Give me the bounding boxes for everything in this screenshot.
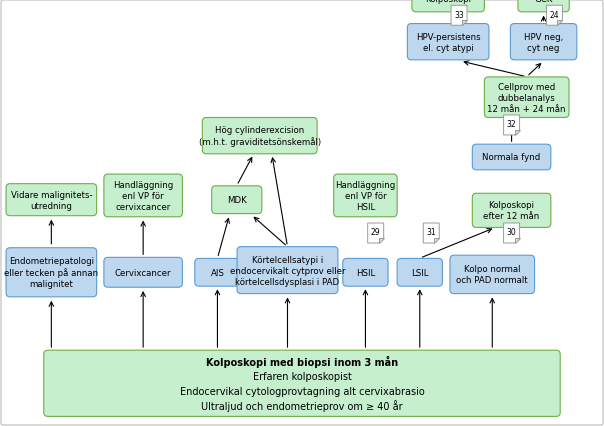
- Polygon shape: [515, 239, 519, 243]
- FancyBboxPatch shape: [510, 24, 577, 60]
- Text: 29: 29: [371, 228, 381, 237]
- Polygon shape: [504, 224, 519, 243]
- Polygon shape: [504, 116, 519, 135]
- Text: Ultraljud och endometrieprov om ≥ 40 år: Ultraljud och endometrieprov om ≥ 40 år: [201, 399, 403, 411]
- FancyBboxPatch shape: [450, 256, 535, 294]
- Text: LSIL: LSIL: [411, 268, 428, 277]
- FancyBboxPatch shape: [6, 248, 97, 297]
- Text: GCK: GCK: [535, 0, 553, 5]
- FancyBboxPatch shape: [237, 247, 338, 294]
- Text: Cervixcancer: Cervixcancer: [115, 268, 172, 277]
- FancyBboxPatch shape: [6, 184, 97, 216]
- Polygon shape: [515, 131, 519, 135]
- Text: 24: 24: [550, 11, 559, 20]
- FancyBboxPatch shape: [104, 258, 182, 288]
- Polygon shape: [434, 239, 439, 243]
- FancyBboxPatch shape: [202, 118, 317, 155]
- FancyBboxPatch shape: [412, 0, 484, 13]
- Text: Endocervikal cytologprovtagning alt cervixabrasio: Endocervikal cytologprovtagning alt cerv…: [179, 386, 425, 396]
- FancyBboxPatch shape: [472, 194, 551, 228]
- Text: 31: 31: [426, 228, 436, 237]
- FancyBboxPatch shape: [518, 0, 570, 13]
- FancyBboxPatch shape: [397, 259, 443, 286]
- FancyBboxPatch shape: [104, 175, 182, 217]
- Text: Hög cylinderexcision
(m.h.t. graviditetsönskemål): Hög cylinderexcision (m.h.t. graviditets…: [199, 126, 321, 147]
- FancyBboxPatch shape: [44, 350, 561, 417]
- Text: 32: 32: [507, 120, 516, 129]
- Text: Handläggning
enl VP för
cervixcancer: Handläggning enl VP för cervixcancer: [113, 180, 173, 212]
- Text: Endometriepatologi
eller tecken på annan
malignitet: Endometriepatologi eller tecken på annan…: [4, 256, 98, 289]
- Text: AIS: AIS: [211, 268, 224, 277]
- FancyBboxPatch shape: [334, 175, 397, 217]
- Polygon shape: [451, 6, 467, 26]
- Text: Kolposkopi
efter 12 mån: Kolposkopi efter 12 mån: [483, 201, 540, 221]
- Text: Vidare malignitets-
utredning: Vidare malignitets- utredning: [10, 190, 92, 210]
- Polygon shape: [557, 21, 562, 26]
- Text: 33: 33: [454, 11, 464, 20]
- Text: Normala fynd: Normala fynd: [483, 153, 541, 162]
- Polygon shape: [462, 21, 467, 26]
- Text: HPV-persistens
el. cyt atypi: HPV-persistens el. cyt atypi: [416, 32, 480, 53]
- Text: Cellprov med
dubbelanalys
12 mån + 24 mån: Cellprov med dubbelanalys 12 mån + 24 må…: [487, 82, 566, 114]
- FancyBboxPatch shape: [408, 24, 489, 60]
- FancyBboxPatch shape: [484, 78, 569, 118]
- Polygon shape: [423, 224, 439, 243]
- Text: Kolpo normal
och PAD normalt: Kolpo normal och PAD normalt: [457, 265, 528, 285]
- FancyBboxPatch shape: [343, 259, 388, 286]
- Text: Kolposkopi: Kolposkopi: [425, 0, 471, 5]
- FancyBboxPatch shape: [212, 187, 262, 214]
- Polygon shape: [379, 239, 384, 243]
- Text: HPV neg,
cyt neg: HPV neg, cyt neg: [524, 32, 563, 53]
- Text: 30: 30: [507, 228, 516, 237]
- Text: MDK: MDK: [227, 196, 246, 205]
- Polygon shape: [368, 224, 384, 243]
- Text: Handläggning
enl VP för
HSIL: Handläggning enl VP för HSIL: [335, 180, 396, 212]
- Text: Erfaren kolposkopist: Erfaren kolposkopist: [252, 371, 352, 381]
- FancyBboxPatch shape: [472, 145, 551, 170]
- Text: Kolposkopi med biopsi inom 3 mån: Kolposkopi med biopsi inom 3 mån: [206, 356, 398, 368]
- Text: Körtelcellsatypi i
endocervikalt cytprov eller
körtelcellsdysplasi i PAD: Körtelcellsatypi i endocervikalt cytprov…: [230, 255, 345, 286]
- Polygon shape: [547, 6, 562, 26]
- Text: HSIL: HSIL: [356, 268, 375, 277]
- FancyBboxPatch shape: [194, 259, 240, 286]
